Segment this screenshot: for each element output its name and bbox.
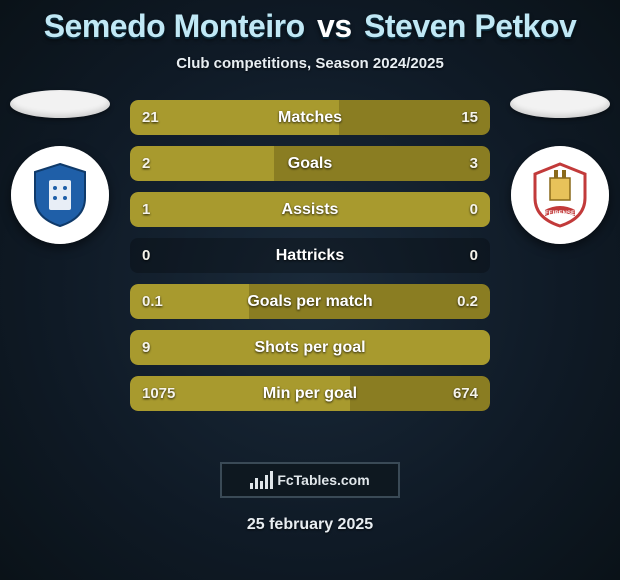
stats-list: Matches2115Goals23Assists10Hattricks00Go… [130, 100, 490, 411]
left-badge-column [0, 90, 120, 244]
country-flag-left [10, 90, 110, 118]
right-badge-column: FEIRENSE [500, 90, 620, 244]
svg-text:FEIRENSE: FEIRENSE [545, 211, 575, 217]
stat-value-right: 0.2 [457, 293, 478, 310]
stat-row: Assists1 0 [130, 192, 490, 227]
stat-value-left: 21 [142, 109, 159, 126]
stat-value-left: 0 [142, 247, 150, 264]
player2-name: Steven Petkov [364, 8, 576, 44]
club-badge-left [11, 146, 109, 244]
vs-separator: vs [317, 8, 352, 44]
stat-value-right: 0 [470, 247, 478, 264]
stat-label: Goals per match [130, 293, 490, 311]
stat-value-left: 2 [142, 155, 150, 172]
brand-text: FcTables.com [277, 472, 369, 488]
stat-label: Matches [130, 109, 490, 127]
stat-label: Goals [130, 155, 490, 173]
stat-row: Min per goal1075 674 [130, 376, 490, 411]
chart-icon [250, 471, 273, 489]
stat-value-left: 1 [142, 201, 150, 218]
subtitle: Club competitions, Season 2024/2025 [0, 55, 620, 72]
club-badge-right: FEIRENSE [511, 146, 609, 244]
stat-label: Shots per goal [130, 339, 490, 357]
stat-value-left: 9 [142, 339, 150, 356]
header: Semedo Monteiro vs Steven Petkov Club co… [0, 0, 620, 72]
stat-row: Hattricks0 0 [130, 238, 490, 273]
page-title: Semedo Monteiro vs Steven Petkov [0, 8, 620, 45]
country-flag-right [510, 90, 610, 118]
shield-icon [25, 160, 95, 230]
stat-row: Matches21 15 [130, 100, 490, 135]
stat-row: Shots per goal9 [130, 330, 490, 365]
stat-value-left: 1075 [142, 385, 175, 402]
stat-value-right: 674 [453, 385, 478, 402]
stat-value-right: 15 [461, 109, 478, 126]
stat-label: Min per goal [130, 385, 490, 403]
brand-logo[interactable]: FcTables.com [220, 462, 400, 498]
stat-label: Hattricks [130, 247, 490, 265]
crest-icon: FEIRENSE [523, 158, 597, 232]
stat-value-right: 3 [470, 155, 478, 172]
stat-value-right: 0 [470, 201, 478, 218]
comparison-panel: FEIRENSE Matches2115Goals23Assists10Hatt… [0, 100, 620, 440]
stat-value-left: 0.1 [142, 293, 163, 310]
stat-row: Goals2 3 [130, 146, 490, 181]
stat-row: Goals per match0.1 0.2 [130, 284, 490, 319]
player1-name: Semedo Monteiro [44, 8, 305, 44]
date-text: 25 february 2025 [0, 516, 620, 534]
stat-label: Assists [130, 201, 490, 219]
